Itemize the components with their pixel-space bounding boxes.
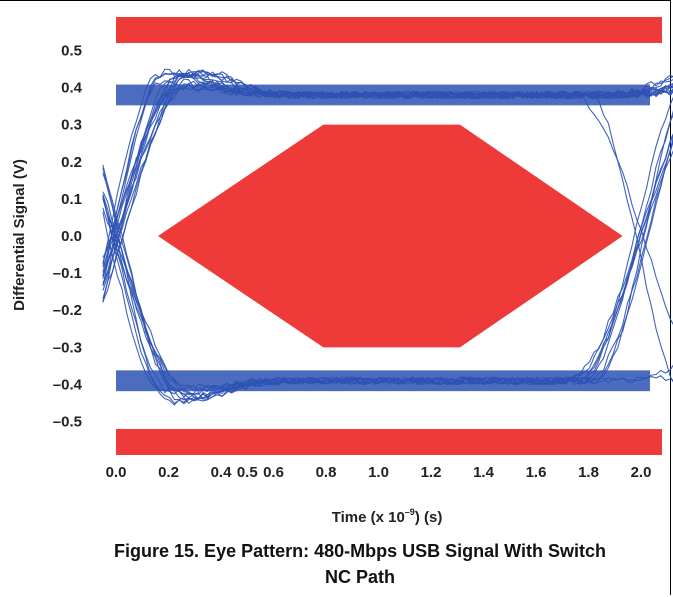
eye-mask-polygon — [158, 124, 623, 348]
y-tick-label: –0.4 — [53, 376, 83, 393]
y-tick-label: 0.4 — [61, 80, 83, 97]
y-tick-label: 0.1 — [61, 191, 82, 208]
mask-regions — [116, 17, 662, 455]
low-level-band — [116, 370, 650, 392]
x-tick-label: 0.5 — [237, 464, 258, 481]
x-tick-label: 2.0 — [631, 464, 652, 481]
x-tick-label: 0.8 — [316, 464, 337, 481]
y-tick-label: 0.2 — [61, 154, 82, 171]
caption-line-2: NC Path — [324, 567, 395, 587]
figure-caption: Figure 15. Eye Pattern: 480-Mbps USB Sig… — [60, 538, 660, 590]
y-tick-label: –0.5 — [53, 414, 82, 431]
y-tick-label: –0.3 — [53, 339, 82, 356]
x-tick-label: 0.2 — [158, 464, 179, 481]
y-tick-label: 0.3 — [61, 117, 82, 134]
x-axis-title: Time (x 10–9) (s) — [332, 507, 443, 526]
x-tick-label: 0.0 — [106, 464, 127, 481]
high-level-band — [116, 84, 650, 106]
x-tick-label: 0.4 — [211, 464, 233, 481]
y-tick-label: –0.2 — [53, 302, 82, 319]
x-tick-label: 0.6 — [263, 464, 284, 481]
x-tick-label: 1.4 — [473, 464, 495, 481]
x-axis-ticks: 0.0 0.2 0.4 0.5 0.6 0.8 1.0 1.2 1.4 1.6 1.8 2.0 — [106, 464, 652, 481]
y-axis-title: Differential Signal (V) — [11, 159, 28, 311]
x-tick-label: 1.6 — [526, 464, 547, 481]
upper-mask-band — [116, 17, 662, 43]
caption-line-1: Figure 15. Eye Pattern: 480-Mbps USB Sig… — [114, 541, 606, 561]
eye-pattern-chart: 0.0 0.2 0.4 0.5 0.6 0.8 1.0 1.2 1.4 1.6 1.8 2.0 0.5… — [11, 17, 673, 526]
x-tick-label: 1.2 — [421, 464, 442, 481]
y-axis-ticks: 0.5 0.4 0.3 0.2 0.1 0.0 –0.1 –0.2 –0.3 –0.4 –0.5 — [53, 42, 83, 430]
y-tick-label: 0.5 — [61, 42, 82, 59]
x-tick-label: 1.8 — [578, 464, 599, 481]
lower-mask-band — [116, 429, 662, 455]
x-tick-label: 1.0 — [368, 464, 389, 481]
signal-traces — [102, 68, 673, 406]
y-tick-label: 0.0 — [61, 228, 82, 245]
y-tick-label: –0.1 — [53, 265, 82, 282]
